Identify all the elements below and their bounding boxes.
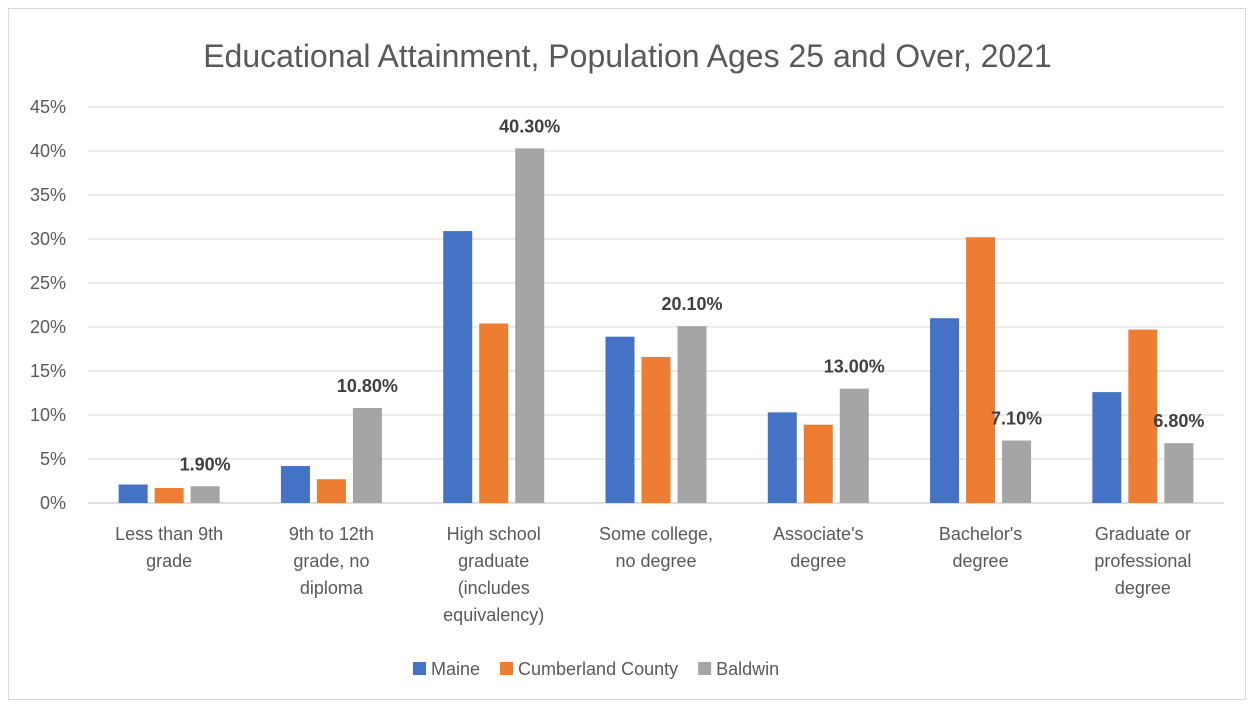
y-tick-label: 20% [30,317,66,337]
bar-cumberland-county [641,356,671,503]
x-category-label: grade, no [293,551,369,571]
x-category-label: Less than 9th [115,524,223,544]
bar-baldwin [677,326,707,503]
bar-baldwin [839,388,869,503]
data-label: 7.10% [991,409,1042,429]
bar-baldwin [352,407,382,503]
legend-label: Baldwin [716,659,779,679]
bar-cumberland-county [479,323,509,503]
x-category-label: diploma [300,578,364,598]
y-tick-label: 15% [30,361,66,381]
bar-cumberland-county [966,237,996,504]
y-tick-label: 5% [40,449,66,469]
bar-baldwin [190,486,220,503]
y-tick-label: 10% [30,405,66,425]
bar-maine [443,231,473,503]
x-category-label: degree [1115,578,1171,598]
y-tick-label: 35% [30,185,66,205]
x-category-label: professional [1094,551,1191,571]
x-category-label: degree [953,551,1009,571]
x-category-label: degree [790,551,846,571]
chart-title: Educational Attainment, Population Ages … [203,38,1052,74]
legend-swatch [413,662,426,675]
bar-maine [280,466,310,503]
bar-maine [1092,392,1122,503]
y-tick-label: 30% [30,229,66,249]
data-label: 10.80% [337,376,398,396]
x-category-label: Some college, [599,524,713,544]
x-category-label: grade [146,551,192,571]
y-tick-label: 45% [30,97,66,117]
bar-maine [118,484,148,503]
y-tick-label: 40% [30,141,66,161]
x-category-label: Bachelor's [939,524,1022,544]
bar-cumberland-county [316,479,346,503]
x-category-label: graduate [458,551,529,571]
legend-swatch [698,662,712,675]
bar-cumberland-county [154,488,184,503]
data-label: 40.30% [499,116,560,136]
y-tick-label: 25% [30,273,66,293]
x-category-label: 9th to 12th [289,524,374,544]
x-category-label: equivalency) [443,605,544,625]
x-category-label: no degree [615,551,696,571]
legend-label: Cumberland County [518,659,678,679]
y-tick-label: 0% [40,493,66,513]
data-label: 20.10% [661,294,722,314]
legend-swatch [500,662,514,675]
x-category-label: Associate's [773,524,863,544]
x-category-label: Graduate or [1095,524,1191,544]
bar-baldwin [1002,440,1032,503]
x-category-label: High school [447,524,541,544]
bar-cumberland-county [1128,329,1158,503]
bar-baldwin [1164,443,1194,503]
bar-baldwin [515,148,545,504]
bar-maine [767,412,797,503]
bar-maine [930,318,960,503]
bar-maine [605,336,635,503]
data-label: 6.80% [1153,411,1204,431]
x-category-label: (includes [458,578,530,598]
data-label: 13.00% [824,357,885,377]
data-label: 1.90% [180,454,231,474]
legend-label: Maine [431,659,480,679]
bar-cumberland-county [803,424,833,503]
